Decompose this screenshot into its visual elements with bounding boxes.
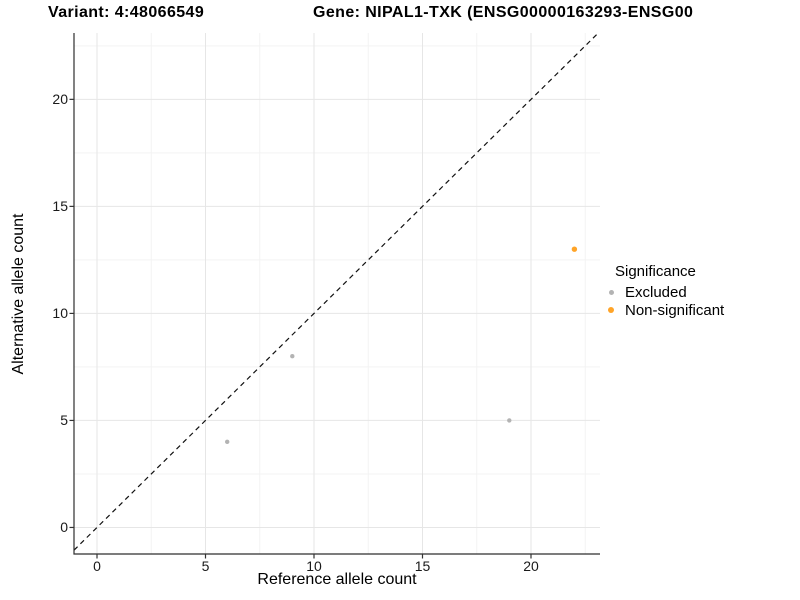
x-tick-label: 5 — [201, 558, 210, 574]
legend-title: Significance — [615, 263, 696, 280]
y-axis-title: Alternative allele count — [10, 213, 27, 375]
y-tick-label: 0 — [60, 519, 68, 536]
data-point-excluded — [507, 418, 512, 423]
variant-title: Variant: 4:48066549 — [48, 4, 205, 21]
x-tick-label: 10 — [306, 558, 322, 574]
legend-key-dot-icon — [608, 289, 614, 295]
x-tick-label: 15 — [414, 558, 431, 574]
legend-key-dot-icon — [608, 306, 614, 313]
axis-lines — [73, 33, 600, 555]
identity-line — [74, 33, 599, 551]
x-axis-title: Reference allele count — [257, 571, 417, 588]
legend-label: Excluded — [625, 284, 687, 301]
data-point-excluded — [290, 354, 295, 359]
gene-title: Gene: NIPAL1-TXK (ENSG00000163293-ENSG00 — [313, 4, 694, 21]
x-tick-label: 20 — [523, 558, 539, 574]
y-tick-label: 5 — [60, 412, 68, 429]
x-tick-label: 0 — [93, 558, 101, 574]
data-point-non-significant — [571, 246, 578, 252]
y-tick-label: 15 — [52, 198, 68, 215]
y-tick-label: 20 — [52, 91, 68, 108]
data-point-excluded — [224, 439, 230, 445]
gridlines — [74, 33, 600, 554]
y-tick-label: 10 — [52, 305, 68, 322]
legend-label: Non-significant — [625, 301, 725, 319]
